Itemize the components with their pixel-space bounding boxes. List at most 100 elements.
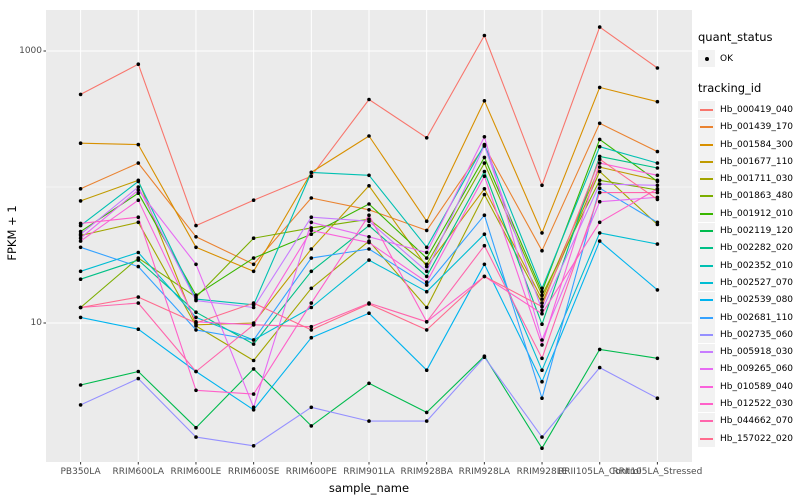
line-swatch-icon (698, 136, 715, 154)
data-point (424, 269, 429, 274)
data-point (78, 229, 83, 234)
data-point (367, 134, 371, 138)
data-point (194, 324, 198, 328)
data-point (367, 173, 371, 178)
legend-entry-label: Hb_010589_040 (720, 381, 794, 392)
data-point (540, 446, 544, 451)
data-point (597, 85, 602, 90)
legend-entry-label: Hb_001584_300 (720, 139, 794, 150)
data-point (482, 135, 487, 139)
data-point (309, 269, 314, 274)
data-point (251, 392, 256, 396)
data-point (424, 328, 429, 332)
data-point (424, 410, 429, 415)
data-point (655, 66, 660, 70)
data-point (78, 232, 83, 236)
data-point (78, 141, 83, 145)
data-point (424, 250, 429, 255)
data-point (424, 283, 429, 287)
data-point (194, 425, 198, 430)
line-swatch-icon (698, 291, 715, 309)
data-point (367, 235, 371, 239)
data-point (597, 157, 602, 161)
data-point (194, 262, 198, 267)
data-point (136, 179, 141, 184)
data-point (540, 379, 544, 384)
legend-entry: Hb_001677_110 (698, 153, 798, 171)
legend-entry-label: Hb_002352_010 (720, 260, 794, 271)
legend-entry: Hb_010589_040 (698, 378, 798, 396)
data-point (655, 197, 660, 202)
legend-entry-label: Hb_001711_030 (720, 174, 794, 185)
data-point (655, 179, 660, 184)
data-point (136, 191, 141, 195)
line-swatch-icon (698, 153, 715, 171)
legend-entry-label: Hb_012522_030 (720, 398, 794, 409)
legend-entry: Hb_002282_020 (698, 239, 798, 257)
data-point (136, 327, 141, 332)
legend-entry-label: Hb_001912_010 (720, 208, 794, 219)
data-point (136, 185, 141, 189)
data-point (482, 262, 487, 267)
x-tick-label: RRIM600PE (285, 467, 337, 477)
data-point (78, 277, 83, 282)
data-point (597, 178, 602, 183)
data-point (309, 256, 314, 260)
data-point (424, 368, 429, 373)
data-point (367, 419, 371, 423)
data-point (597, 154, 602, 159)
data-point (482, 232, 487, 236)
data-point (655, 356, 660, 361)
legend: quant_status OK tracking_id Hb_000419_04… (698, 30, 798, 461)
data-point (540, 343, 544, 347)
data-point (540, 308, 544, 313)
data-point (367, 208, 371, 212)
data-point (309, 215, 314, 219)
legend-entry-label: Hb_044662_070 (720, 416, 794, 427)
data-point (251, 256, 256, 260)
x-tick-label: RRIM600LE (170, 467, 222, 477)
data-point (424, 136, 429, 140)
line-swatch-icon (698, 326, 715, 344)
line-swatch-icon (698, 222, 715, 240)
data-point (309, 301, 314, 305)
data-point (309, 232, 314, 236)
legend-entry: Hb_002681_110 (698, 309, 798, 326)
data-point (367, 258, 371, 262)
data-point (309, 226, 314, 230)
data-point (194, 223, 198, 228)
data-point (367, 184, 371, 188)
data-point (136, 369, 141, 374)
data-point (367, 311, 371, 316)
data-point (194, 369, 198, 374)
point-icon (698, 50, 715, 68)
data-point (540, 231, 544, 235)
data-point (424, 256, 429, 260)
data-point (597, 220, 602, 225)
data-point (597, 182, 602, 186)
data-point (367, 247, 371, 251)
data-point (424, 245, 429, 250)
data-point (540, 356, 544, 361)
legend-quant-status: quant_status OK (698, 30, 798, 68)
data-point (309, 220, 314, 225)
data-point (194, 435, 198, 439)
line-swatch-icon (698, 343, 715, 361)
data-point (597, 190, 602, 195)
data-point (251, 338, 256, 342)
data-point (482, 161, 487, 165)
data-point (309, 328, 314, 332)
data-point (78, 315, 83, 320)
data-point (482, 143, 487, 148)
legend-entry: Hb_002735_060 (698, 326, 798, 344)
line-swatch-icon (698, 187, 715, 205)
data-point (597, 239, 602, 243)
data-point (251, 323, 256, 327)
data-point (597, 165, 602, 169)
data-point (136, 62, 141, 66)
data-point (251, 342, 256, 346)
data-point (482, 192, 487, 197)
data-point (540, 304, 544, 309)
data-point (540, 289, 544, 294)
data-point (655, 166, 660, 170)
